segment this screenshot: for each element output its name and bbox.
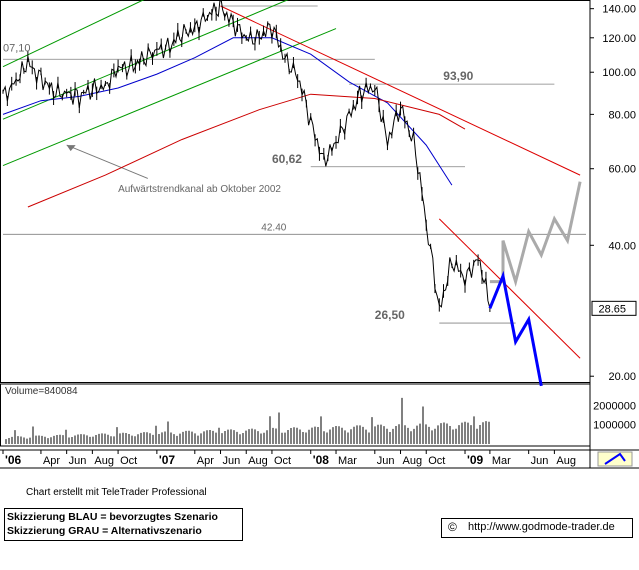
channel-annotation: Aufwärtstrendkanal ab Oktober 2002 bbox=[118, 184, 281, 195]
y-tick-label-3: 80.00 bbox=[608, 109, 636, 121]
legend-blue: Skizzierung BLAU = bevorzugtes Szenario bbox=[7, 511, 218, 523]
level-label-2: 60,62 bbox=[272, 152, 302, 166]
x-tick-label-17: Jun bbox=[531, 455, 549, 467]
level-label-0: 07,10 bbox=[3, 42, 31, 54]
x-tick-label-4: Oct bbox=[120, 455, 137, 467]
x-tick-label-10: '08 bbox=[313, 453, 330, 467]
copyright-icon: © bbox=[448, 520, 457, 534]
x-tick-label-11: Mar bbox=[338, 455, 357, 467]
channel-line-0 bbox=[2, 0, 145, 68]
chart-credit: Chart erstellt mit TeleTrader Profession… bbox=[26, 487, 207, 498]
volume-title: Volume=840084 bbox=[5, 386, 78, 397]
volume-tick-label-1: 1000000 bbox=[593, 420, 636, 432]
scenario-blue-line bbox=[488, 270, 543, 387]
x-tick-label-9: Oct bbox=[274, 455, 291, 467]
level-label-1: 93,90 bbox=[443, 69, 473, 83]
nav-icon-box bbox=[597, 451, 633, 467]
x-tick-label-16: Mar bbox=[492, 455, 511, 467]
downtrend-line-long bbox=[220, 5, 581, 176]
ma-short-line bbox=[2, 37, 453, 186]
channel-line-1 bbox=[2, 0, 289, 120]
x-tick-label-6: Apr bbox=[197, 455, 214, 467]
channel-arrow-head bbox=[66, 145, 76, 152]
y-tick-label-6: 20.00 bbox=[608, 371, 636, 383]
scenario-grey-line bbox=[489, 181, 582, 288]
downtrend-line-short bbox=[438, 218, 581, 359]
y-tick-label-2: 100.00 bbox=[602, 67, 636, 79]
last-price-box bbox=[591, 300, 637, 316]
x-tick-label-15: '09 bbox=[467, 453, 484, 467]
x-tick-label-5: '07 bbox=[159, 453, 176, 467]
x-tick-label-0: '06 bbox=[5, 453, 22, 467]
y-tick-label-4: 60.00 bbox=[608, 164, 636, 176]
x-tick-label-18: Aug bbox=[556, 455, 576, 467]
last-price-label: 28.65 bbox=[598, 303, 626, 315]
level-label-4: 26,50 bbox=[375, 308, 405, 322]
x-tick-label-14: Oct bbox=[428, 455, 445, 467]
y-tick-label-1: 120.00 bbox=[602, 33, 636, 45]
y-tick-label-5: 40.00 bbox=[608, 240, 636, 252]
x-tick-label-7: Jun bbox=[223, 455, 241, 467]
x-tick-label-1: Apr bbox=[43, 455, 60, 467]
website-link[interactable]: http://www.godmode-trader.de bbox=[468, 521, 615, 533]
x-tick-label-2: Jun bbox=[69, 455, 87, 467]
x-tick-label-8: Aug bbox=[248, 455, 268, 467]
level-label-3: 42.40 bbox=[261, 222, 286, 233]
x-tick-label-12: Jun bbox=[377, 455, 395, 467]
scenario-legend: Skizzierung BLAU = bevorzugtes Szenario … bbox=[4, 508, 243, 541]
x-tick-label-13: Aug bbox=[403, 455, 423, 467]
chart-nav-icon bbox=[604, 452, 626, 465]
price-chart: 07,10 93,90 60,62 42.40 26,50 Aufwärtstrendka… bbox=[0, 0, 639, 470]
volume-tick-label-0: 2000000 bbox=[593, 400, 636, 412]
website-box[interactable]: © http://www.godmode-trader.de bbox=[441, 518, 633, 538]
legend-grey: Skizzierung GRAU = Alternativszenario bbox=[7, 525, 202, 537]
x-tick-label-3: Aug bbox=[94, 455, 114, 467]
y-tick-label-0: 140.00 bbox=[602, 4, 636, 16]
ma-long-line bbox=[27, 93, 466, 208]
channel-arrow bbox=[66, 144, 148, 179]
